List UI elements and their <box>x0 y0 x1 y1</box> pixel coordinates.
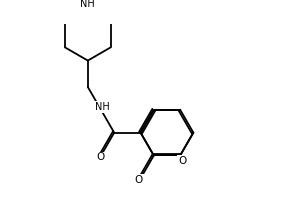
Text: O: O <box>178 156 186 166</box>
Text: NH: NH <box>94 102 109 112</box>
Text: O: O <box>135 175 143 185</box>
Text: O: O <box>97 152 105 162</box>
Text: NH: NH <box>80 0 95 9</box>
